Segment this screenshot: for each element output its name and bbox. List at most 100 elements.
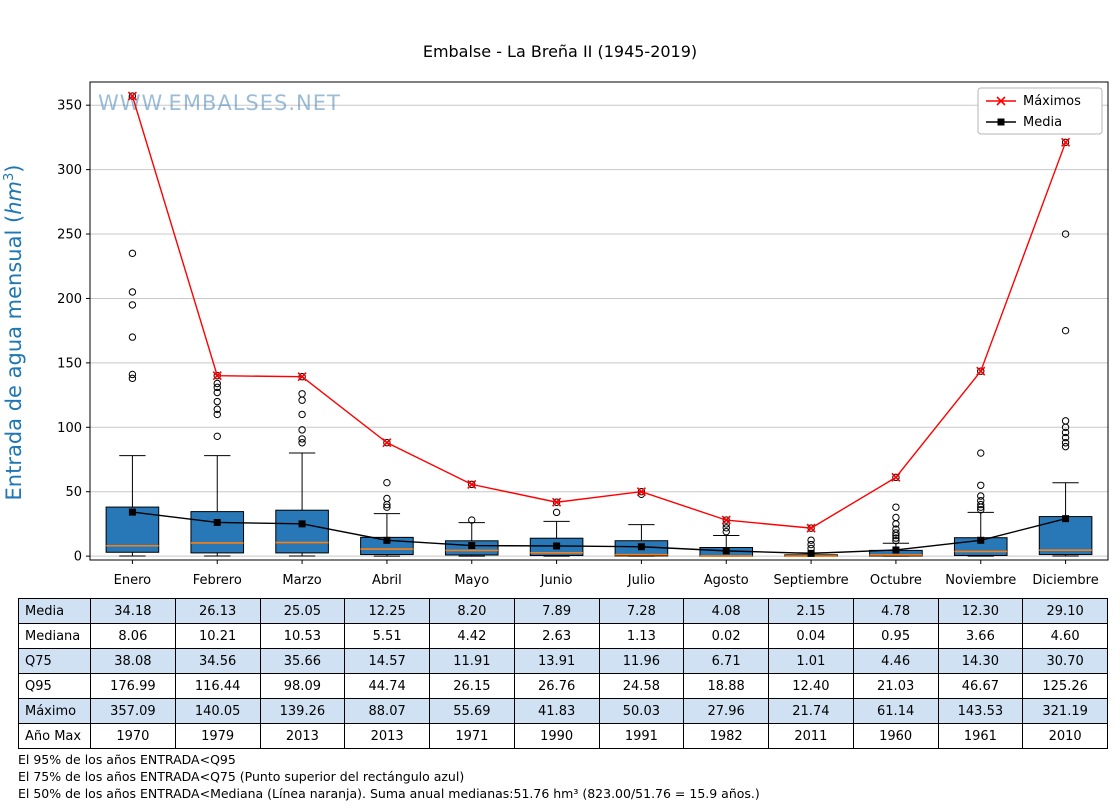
table-cell: 26.13 (174, 598, 261, 624)
outlier-point (1061, 442, 1070, 451)
table-cell: 46.67 (937, 673, 1024, 699)
outlier-point (1061, 428, 1070, 437)
table-cell: 5.51 (344, 623, 430, 649)
table-cell: 4.60 (1022, 623, 1108, 649)
outlier-point (892, 473, 900, 482)
outlier-point (977, 492, 985, 500)
table-cell: 1979 (174, 723, 261, 749)
outlier-point (298, 410, 306, 419)
legend: Máximos Media (977, 87, 1103, 135)
table-row-q75: Q75 38.08 34.56 35.66 14.57 11.91 13.91 11.96 6.… (18, 648, 1108, 674)
outlier-point (892, 529, 900, 537)
y-tick-label: 250 (57, 228, 82, 243)
x-tick-label-marzo: Marzo (282, 573, 321, 588)
table-cell: 21.74 (768, 698, 854, 724)
table-cell: 13.91 (513, 648, 600, 674)
monthly-stats-table: Media 34.18 26.13 25.05 12.25 8.20 7.89 7.28 4.0… (18, 598, 1108, 749)
table-cell: 34.56 (174, 648, 261, 674)
row-label-q75: Q75 (18, 648, 91, 674)
outlier-point (128, 249, 137, 258)
outlier-point (298, 426, 306, 434)
table-cell: 21.03 (852, 673, 939, 699)
outlier-point (213, 379, 221, 388)
table-cell: 44.74 (344, 673, 430, 699)
outlier-point (383, 478, 391, 487)
x-tick-label-febrero: Febrero (193, 573, 242, 588)
boxplot-febrero (190, 371, 245, 557)
table-cell: 38.08 (90, 648, 176, 674)
table-cell: 7.89 (513, 598, 600, 624)
table-cell: 7.28 (598, 598, 685, 624)
footnotes: El 95% de los años ENTRADA<Q95 El 75% de … (18, 751, 1108, 802)
outlier-point (722, 527, 730, 536)
x-tick-label-enero: Enero (114, 573, 152, 588)
table-cell: 2013 (259, 723, 346, 749)
series-media (128, 508, 1070, 557)
table-cell: 18.88 (683, 673, 769, 699)
table-cell: 4.42 (429, 623, 515, 649)
table-cell: 0.95 (852, 623, 939, 649)
table-cell: 55.69 (429, 698, 515, 724)
x-tick-label-septiembre: Septiembre (773, 573, 848, 588)
table-cell: 139.26 (259, 698, 346, 724)
row-label-q95: Q95 (18, 673, 91, 699)
table-row-maximo: Máximo 357.09 140.05 139.26 88.07 55.69 41.83 5… (18, 698, 1108, 724)
table-cell: 1.01 (768, 648, 854, 674)
table-cell: 321.19 (1022, 698, 1108, 724)
outlier-point (128, 288, 137, 296)
table-cell: 1971 (429, 723, 515, 749)
table-cell: 12.25 (344, 598, 430, 624)
table-cell: 14.57 (344, 648, 430, 674)
boxplot-octubre (869, 473, 923, 557)
table-cell: 10.53 (259, 623, 346, 649)
outlier-point (807, 536, 815, 544)
box-diciembre (1038, 516, 1093, 556)
table-row-ano-max: Año Max 1970 1979 2013 2013 1971 1990 1991 1982 2… (18, 723, 1108, 749)
outlier-point (807, 540, 815, 549)
table-cell: 41.83 (513, 698, 600, 724)
outlier-point (213, 397, 221, 406)
outlier-point (892, 525, 900, 533)
x-tick-labels: Enero Febrero Marzo Abril Mayo Junio Julio Agos… (114, 560, 1099, 588)
outlier-point (892, 513, 900, 522)
legend-label-media: Media (1023, 115, 1062, 130)
outlier-point (977, 367, 985, 375)
table-cell: 116.44 (174, 673, 261, 699)
table-cell: 2.63 (513, 623, 600, 649)
table-cell: 6.71 (683, 648, 769, 674)
y-tick-label: 200 (57, 292, 82, 307)
row-label-mediana: Mediana (18, 623, 91, 649)
table-cell: 4.46 (852, 648, 939, 674)
table-cell: 143.53 (937, 698, 1024, 724)
table-cell: 24.58 (598, 673, 685, 699)
table-cell: 11.91 (429, 648, 515, 674)
table-cell: 176.99 (90, 673, 176, 699)
x-tick-label-junio: Junio (540, 573, 573, 588)
table-cell: 98.09 (259, 673, 346, 699)
series-maximos (127, 91, 1071, 533)
legend-label-maximos: Máximos (1023, 94, 1081, 109)
table-cell: 30.70 (1022, 648, 1108, 674)
table-cell: 1.13 (598, 623, 685, 649)
table-cell: 12.30 (937, 598, 1024, 624)
y-tick-label: 100 (57, 421, 82, 436)
y-tick-label: 50 (65, 485, 82, 500)
outlier-point (213, 383, 221, 392)
outlier-point (298, 435, 306, 443)
outlier-point (298, 396, 306, 404)
table-cell: 11.96 (598, 648, 685, 674)
table-cell: 125.26 (1022, 673, 1108, 699)
y-tick-label: 150 (57, 356, 82, 371)
outlier-point (977, 497, 985, 505)
table-cell: 1990 (513, 723, 600, 749)
table-row-q95: Q95 176.99 116.44 98.09 44.74 26.15 26.76 24.58… (18, 673, 1108, 699)
outlier-point (1061, 417, 1070, 425)
table-cell: 8.20 (429, 598, 515, 624)
outlier-point (213, 410, 221, 419)
table-cell: 1970 (90, 723, 176, 749)
table-cell: 2.15 (768, 598, 854, 624)
y-axis-grid: 0 50 100 150 200 250 300 350 (57, 99, 1108, 565)
x-tick-label-julio: Julio (627, 573, 655, 588)
table-cell: 2010 (1022, 723, 1108, 749)
table-cell: 1991 (598, 723, 685, 749)
